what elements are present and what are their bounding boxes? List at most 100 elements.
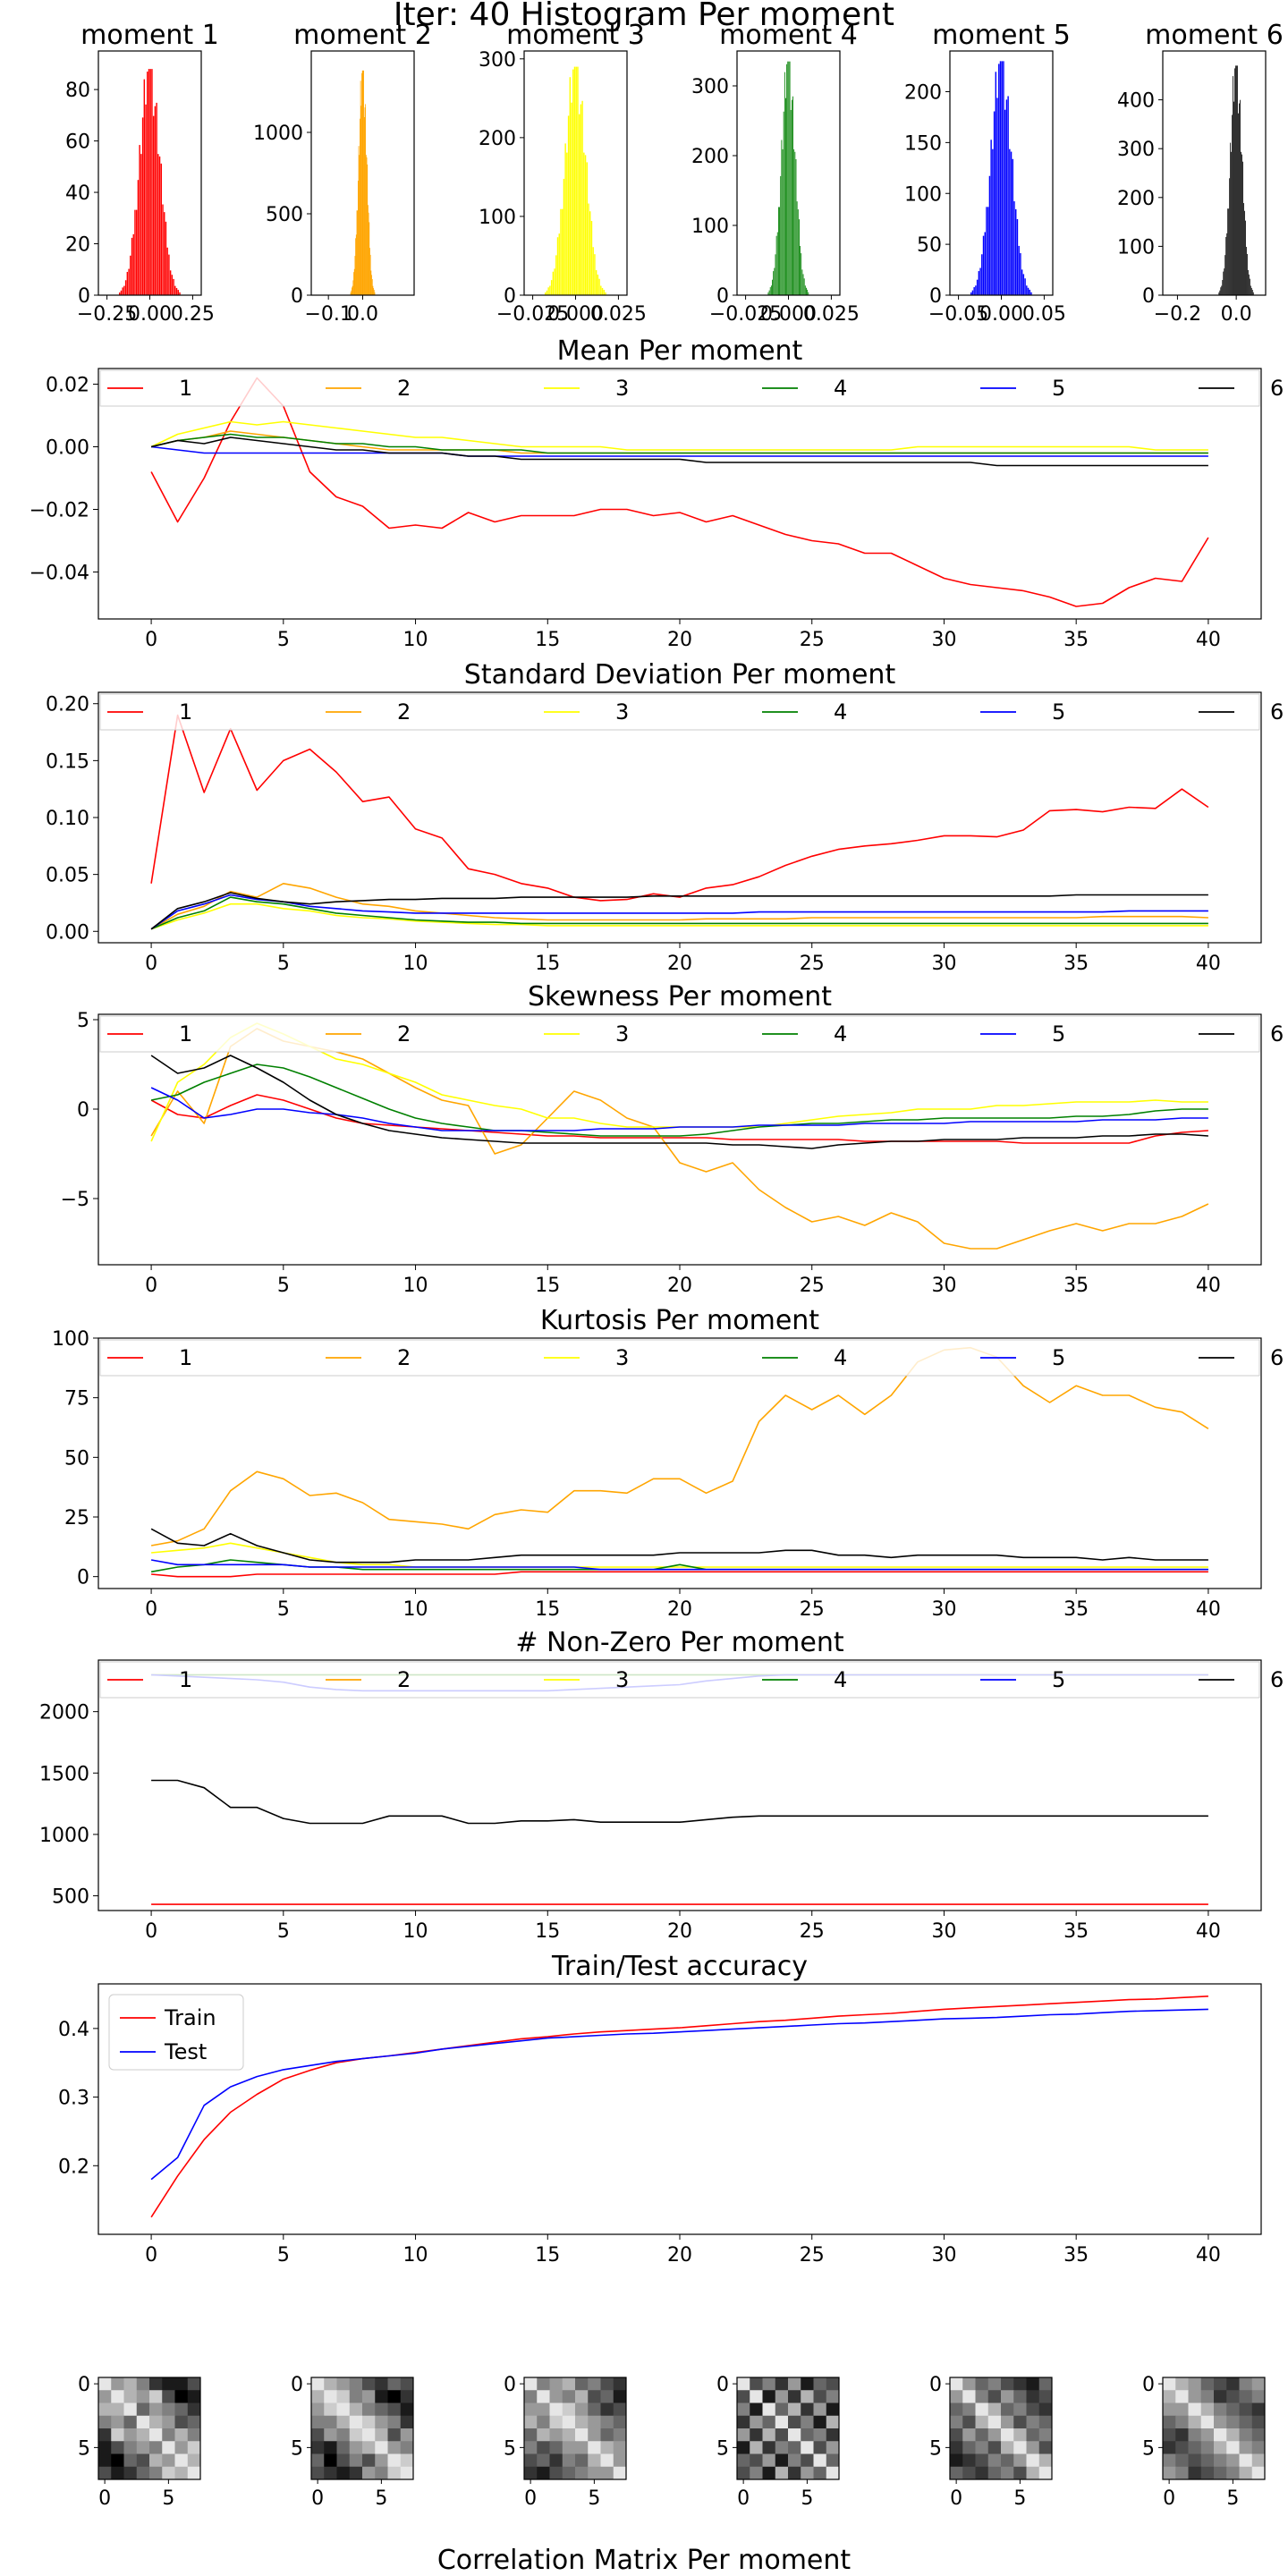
histogram-bar — [588, 203, 589, 295]
matrix-cell — [950, 2402, 963, 2417]
matrix-xtick-label: 0 — [950, 2487, 962, 2510]
matrix-cell — [1038, 2466, 1053, 2480]
histogram-ytick-label: 400 — [1117, 90, 1155, 113]
histogram-bar — [801, 269, 803, 295]
histogram-bar — [992, 148, 994, 295]
matrix-cell — [788, 2441, 801, 2454]
histogram-ytick-label: 200 — [479, 128, 516, 150]
histogram-bar — [154, 106, 157, 295]
histogram-bar — [147, 72, 148, 295]
matrix-cell — [349, 2390, 363, 2403]
matrix-cell — [537, 2453, 550, 2468]
legend-label: 1 — [179, 376, 192, 401]
histogram-title: moment 6 — [1145, 20, 1284, 51]
chart-xtick-label: 40 — [1196, 2244, 1221, 2267]
histogram-bar — [123, 285, 125, 295]
matrix-cell — [524, 2377, 538, 2391]
chart-xtick-label: 25 — [800, 953, 825, 975]
histogram-bar — [1005, 99, 1008, 296]
matrix-cell — [1175, 2402, 1189, 2417]
matrix-cell — [1188, 2428, 1202, 2442]
matrix-cell — [1251, 2402, 1266, 2417]
chart-xtick-label: 15 — [535, 1598, 560, 1621]
matrix-cell — [1214, 2377, 1227, 2391]
histogram-ytick-label: 100 — [1117, 236, 1155, 258]
chart-legend: 1 2 3 4 5 6 — [99, 693, 1284, 731]
histogram-bar — [367, 164, 369, 295]
series-line-6 — [150, 1055, 1208, 1149]
chart-xtick-label: 40 — [1196, 1598, 1221, 1621]
matrix-xtick-label: 5 — [801, 2487, 813, 2510]
matrix-cell — [387, 2415, 402, 2429]
histogram-xtick-label: 0.000 — [547, 303, 604, 326]
matrix-cell — [549, 2377, 564, 2391]
matrix-cell — [788, 2415, 801, 2429]
histogram-bar — [986, 207, 987, 295]
series-line-5 — [150, 894, 1208, 930]
matrix-cell — [311, 2453, 325, 2468]
histogram-bar — [1001, 61, 1003, 295]
matrix-cell — [1013, 2377, 1027, 2391]
matrix-cell — [613, 2466, 627, 2480]
matrix-cell — [600, 2390, 614, 2403]
matrix-cell — [187, 2377, 201, 2391]
histogram-bar — [773, 271, 775, 295]
histogram-xtick-label: 0.025 — [590, 303, 647, 326]
legend-label: 1 — [179, 1667, 192, 1692]
matrix-cell — [1013, 2390, 1027, 2403]
matrix-xtick-label: 0 — [737, 2487, 750, 2510]
histogram-bar — [1245, 246, 1247, 295]
matrix-cell — [1200, 2402, 1215, 2417]
matrix-cell — [123, 2390, 138, 2403]
histogram-bar — [808, 292, 809, 295]
matrix-cell — [1026, 2428, 1040, 2442]
matrix-cell — [975, 2453, 989, 2468]
matrix-cell — [1013, 2441, 1027, 2454]
matrix-cell — [987, 2428, 1002, 2442]
matrix-cell — [562, 2466, 576, 2480]
matrix-cell — [962, 2428, 976, 2442]
histogram-ytick-label: 0 — [291, 285, 303, 308]
matrix-cell — [111, 2441, 124, 2454]
matrix-cell — [524, 2441, 538, 2454]
series-line-3 — [150, 902, 1208, 930]
matrix-cell — [562, 2402, 576, 2417]
matrix-cell — [775, 2415, 789, 2429]
chart-ytick-label: 0.3 — [58, 2088, 89, 2110]
histogram-bar — [1232, 114, 1233, 295]
matrix-cell — [737, 2453, 750, 2468]
chart-ytick-label: 0 — [77, 1567, 89, 1589]
matrix-cell — [1013, 2453, 1027, 2468]
matrix-cell — [588, 2415, 601, 2429]
matrix-cell — [1251, 2466, 1266, 2480]
chart-xtick-label: 20 — [667, 1275, 692, 1297]
matrix-cell — [962, 2466, 976, 2480]
matrix-cell — [375, 2428, 388, 2442]
matrix-cell — [813, 2415, 827, 2429]
histogram-bar — [156, 102, 157, 295]
matrix-cell — [775, 2428, 789, 2442]
matrix-cell — [136, 2377, 150, 2391]
matrix-cell — [750, 2428, 763, 2442]
series-line-5 — [150, 1559, 1208, 1571]
chart-xtick-label: 35 — [1063, 1598, 1089, 1621]
legend-label: 3 — [615, 1021, 629, 1046]
matrix-cell — [1226, 2466, 1240, 2480]
matrix-cell — [349, 2415, 363, 2429]
histogram-bar — [603, 290, 605, 295]
matrix-cell — [111, 2390, 124, 2403]
matrix-cell — [387, 2377, 402, 2391]
series-line-5 — [150, 1087, 1208, 1131]
histogram-bar — [571, 102, 572, 295]
matrix-frame — [736, 2377, 840, 2480]
matrix-cell — [387, 2402, 402, 2417]
histogram-ytick-label: 200 — [1117, 188, 1155, 210]
histogram-bar — [580, 104, 582, 295]
chart-ytick-label: 0.02 — [46, 375, 89, 397]
matrix-ytick-label: 0 — [716, 2374, 729, 2396]
chart-xtick-label: 30 — [931, 629, 956, 651]
matrix-cell — [136, 2453, 150, 2468]
chart-legend: 1 2 3 4 5 6 — [99, 369, 1284, 407]
chart-xtick-label: 20 — [667, 1598, 692, 1621]
matrix-frame — [949, 2377, 1053, 2480]
